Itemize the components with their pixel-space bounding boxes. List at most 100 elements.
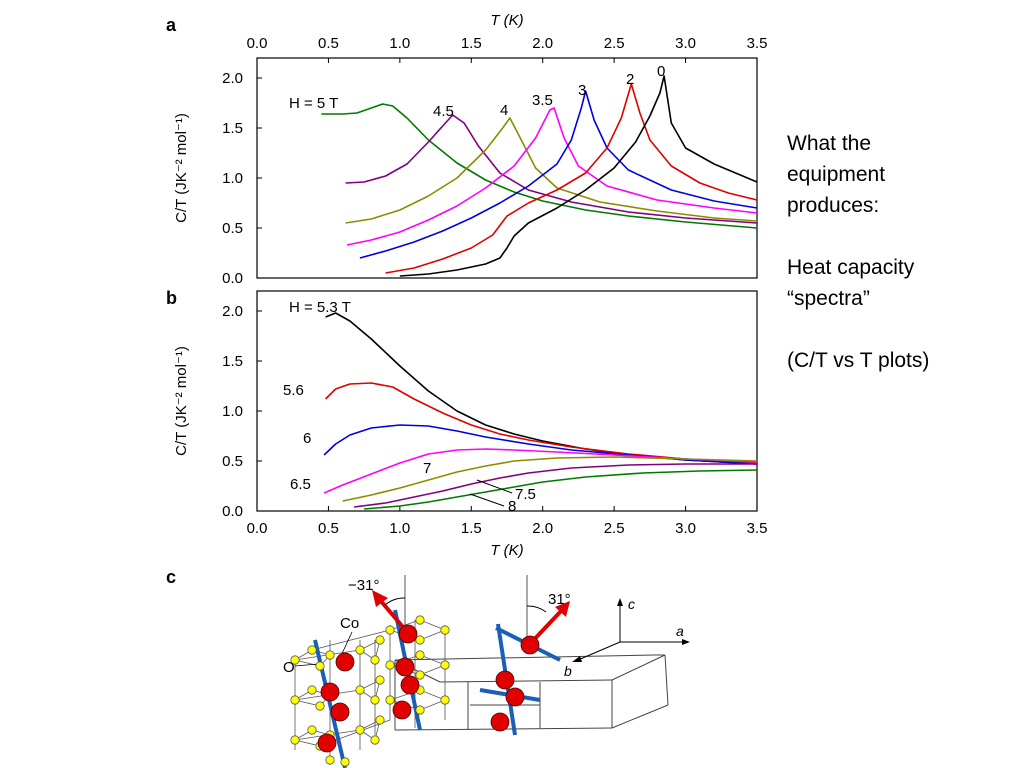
series-line-b-2 — [323, 424, 758, 465]
x-tick-label-b-2: 1.0 — [389, 520, 410, 537]
chain-left — [313, 639, 347, 768]
panel-label-a: a — [166, 15, 177, 35]
axes-triad: c a b — [564, 596, 690, 679]
y-axis-label-a: C/T (JK⁻² mol⁻¹) — [173, 113, 190, 223]
series-line-b-5 — [353, 463, 757, 508]
y-tick-label-a-1: 0.5 — [222, 220, 243, 237]
annotation-h5-3: H = 5.3 T — [289, 299, 351, 316]
series-line-b-4 — [342, 456, 758, 502]
cobalt-atom-10 — [490, 712, 510, 732]
oxygen-atom-34 — [325, 755, 335, 765]
series-line-b-1 — [325, 382, 758, 464]
x-tick-label-a-5: 2.5 — [604, 35, 625, 52]
y-tick-label-a-2: 1.0 — [222, 170, 243, 187]
cobalt-atom-4 — [398, 624, 418, 644]
axis-b-label: b — [564, 663, 572, 679]
series-group-a — [321, 75, 758, 277]
x-tick-label-a-2: 1.0 — [389, 35, 410, 52]
y-tick-label-b-0: 0.0 — [222, 503, 243, 520]
x-tick-label-b-1: 0.5 — [318, 520, 339, 537]
oxygen-atom-17 — [370, 695, 380, 705]
oxygen-atom-20 — [370, 735, 380, 745]
side-note-line-1: What the — [787, 132, 872, 155]
x-axis-label-a: T (K) — [490, 12, 523, 29]
axis-c-label: c — [628, 596, 635, 612]
annotation-h5: H = 5 T — [289, 95, 338, 112]
series-line-a-0 — [321, 103, 758, 229]
x-tick-label-b-4: 2.0 — [532, 520, 553, 537]
label-o: O — [283, 659, 295, 676]
panel-label-b: b — [166, 288, 177, 308]
annotation-7: 7 — [423, 460, 431, 477]
x-tick-label-a-7: 3.5 — [747, 35, 768, 52]
side-note-line-4: Heat capacity — [787, 256, 915, 279]
y-ticks-a: 0.0 0.5 1.0 1.5 2.0 — [222, 70, 262, 287]
annotation-8: 8 — [508, 498, 516, 515]
oxygen-atom-26 — [415, 650, 425, 660]
annotation-4-5: 4.5 — [433, 103, 454, 120]
oxygen-atom-0 — [290, 655, 300, 665]
x-axis-label-b: T (K) — [490, 542, 523, 559]
oxygen-atom-27 — [440, 660, 450, 670]
label-co: Co — [340, 615, 359, 632]
oxygen-atom-1 — [307, 645, 317, 655]
y-tick-label-a-4: 2.0 — [222, 70, 243, 87]
cobalt-atom-6 — [392, 700, 412, 720]
oxygen-atom-33 — [340, 757, 350, 767]
annotation-4: 4 — [500, 102, 508, 119]
x-tick-label-a-6: 3.0 — [675, 35, 696, 52]
oxygen-atom-22 — [415, 615, 425, 625]
series-line-a-2 — [345, 117, 758, 224]
series-line-a-6 — [399, 75, 758, 277]
side-note-line-6: (C/T vs T plots) — [787, 349, 930, 372]
angle-arc-left — [384, 597, 406, 606]
side-note-line-3: produces: — [787, 194, 880, 217]
oxygen-atom-29 — [385, 695, 395, 705]
y-tick-label-b-2: 1.0 — [222, 403, 243, 420]
x-tick-label-b-0: 0.0 — [247, 520, 268, 537]
cobalt-atom-5 — [400, 675, 420, 695]
annotation-3: 3 — [578, 82, 586, 99]
x-tick-label-a-3: 1.5 — [461, 35, 482, 52]
oxygen-atom-4 — [290, 695, 300, 705]
oxygen-atom-23 — [440, 625, 450, 635]
label-o-pointer — [294, 663, 319, 667]
annotation-0: 0 — [657, 63, 665, 80]
series-line-a-3 — [346, 107, 758, 246]
series-group-b — [323, 312, 758, 510]
angle-label-left: −31° — [348, 577, 379, 594]
series-line-a-5 — [385, 83, 758, 274]
oxygen-atom-3 — [315, 661, 325, 671]
plot-frame-b — [256, 290, 758, 512]
oxygen-atom-2 — [325, 650, 335, 660]
annotation-3-5: 3.5 — [532, 92, 553, 109]
oxygen-atom-16 — [375, 675, 385, 685]
oxygen-atom-9 — [307, 725, 317, 735]
cobalt-atom-3 — [395, 657, 415, 677]
y-ticks-b: 0.0 0.5 1.0 1.5 2.0 — [222, 303, 262, 520]
arrow-8 — [469, 493, 505, 507]
panel-label-c: c — [166, 567, 176, 587]
cobalt-atom-7 — [520, 635, 540, 655]
cobalt-atoms — [317, 624, 540, 753]
cobalt-atom-8 — [495, 670, 515, 690]
series-line-a-4 — [359, 90, 758, 259]
y-tick-label-b-3: 1.5 — [222, 353, 243, 370]
oxygen-atom-13 — [375, 635, 385, 645]
oxygen-atom-24 — [415, 635, 425, 645]
spin-arrowhead-left — [372, 590, 388, 607]
oxygen-atom-19 — [375, 715, 385, 725]
x-tick-label-b-6: 3.0 — [675, 520, 696, 537]
oxygen-atom-18 — [355, 725, 365, 735]
cobalt-atom-0 — [335, 652, 355, 672]
cobalt-atom-2 — [317, 733, 337, 753]
y-tick-label-a-3: 1.5 — [222, 120, 243, 137]
oxygen-atoms — [290, 615, 450, 767]
unit-cell-box — [394, 654, 669, 731]
x-ticks-a: 0.0 0.5 1.0 1.5 2.0 2.5 3.0 3.5 — [247, 35, 768, 63]
chart-panel-a: 0.0 0.5 1.0 1.5 2.0 2.5 3.0 3.5 0.0 0.5 1.0 1.5 2.0… — [173, 12, 767, 287]
oxygen-atom-28 — [415, 670, 425, 680]
x-tick-label-a-4: 2.0 — [532, 35, 553, 52]
axis-a-label: a — [676, 623, 684, 639]
